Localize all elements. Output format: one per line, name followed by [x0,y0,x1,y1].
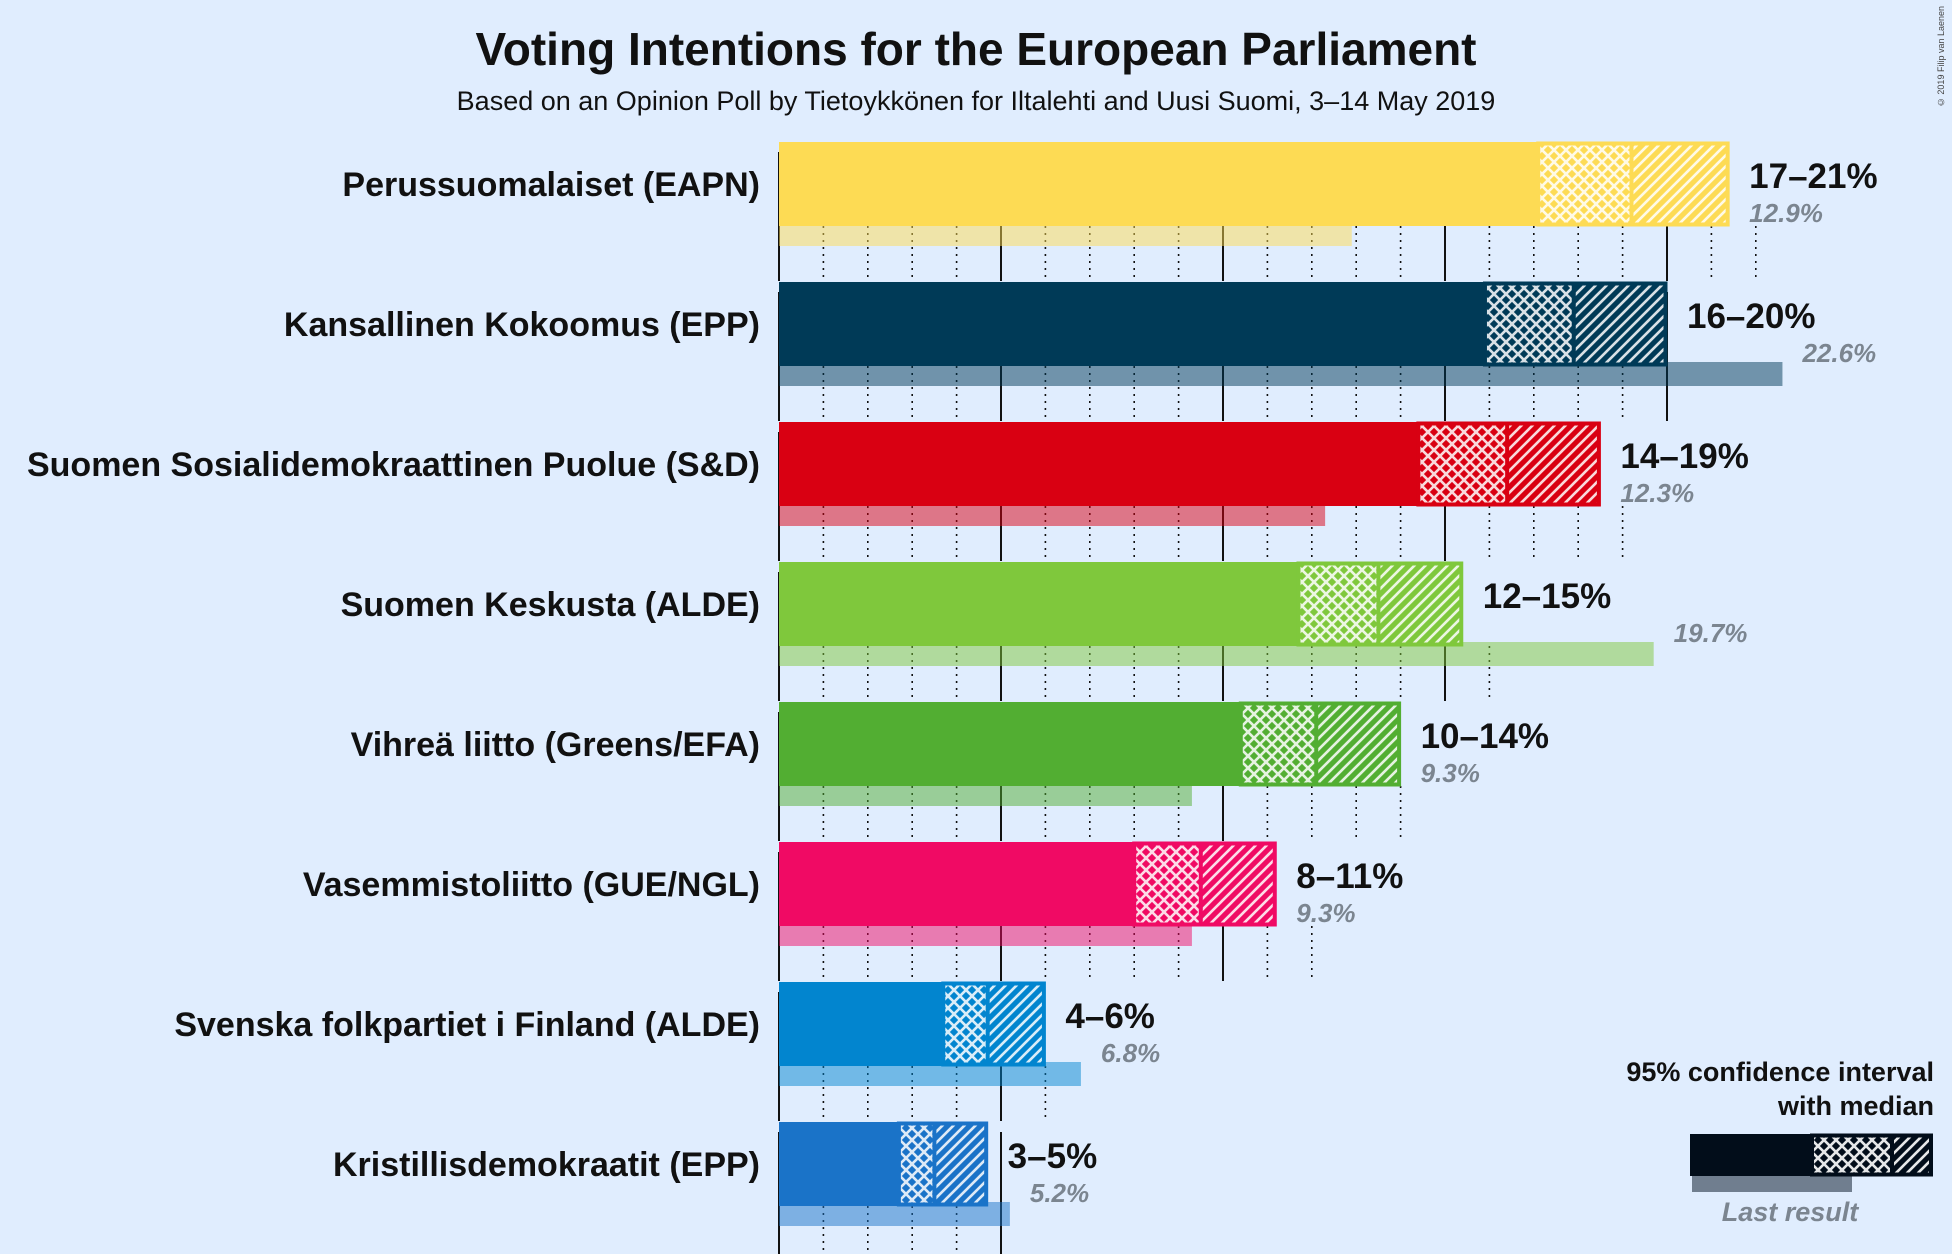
range-label: 4–6% [1065,997,1155,1036]
bar-solid [779,982,944,1066]
last-result-label: 5.2% [1030,1178,1089,1208]
bar-ci-lower-hatch [1134,842,1201,926]
chart-subtitle: Based on an Opinion Poll by Tietoykkönen… [456,86,1496,116]
bar-solid [779,702,1241,786]
party-label: Vasemmistoliitto (GUE/NGL) [303,866,760,904]
range-label: 17–21% [1749,157,1877,196]
last-result-label: 12.3% [1620,478,1694,508]
range-label: 12–15% [1483,577,1611,616]
party-label: Suomen Sosialidemokraattinen Puolue (S&D… [27,446,760,484]
bar-solid [779,842,1135,926]
chart-title: Voting Intentions for the European Parli… [475,23,1477,75]
bar-ci-upper-hatch [934,1122,988,1206]
last-result-label: 12.9% [1749,198,1823,228]
ci-outline [1238,701,1402,787]
party-label: Kansallinen Kokoomus (EPP) [284,306,760,344]
last-result-label: 9.3% [1296,898,1355,928]
range-label: 8–11% [1296,857,1403,896]
legend-last-bar [1692,1172,1852,1192]
legend-ci-lower [1812,1134,1892,1176]
range-label: 3–5% [1008,1137,1098,1176]
party-label: Perussuomalaiset (EAPN) [342,166,760,204]
party-label: Kristillisdemokraatit (EPP) [333,1146,760,1184]
bar-ci-lower-hatch [1298,562,1379,646]
ci-outline [941,981,1046,1067]
bar-solid [779,282,1485,366]
bar-ci-upper-hatch [1378,562,1463,646]
legend-ci-outline [1810,1133,1933,1177]
party-label: Vihreä liitto (Greens/EFA) [351,726,760,764]
bar-ci-upper-hatch [987,982,1046,1066]
bar-solid [779,1122,899,1206]
bar-solid [779,562,1299,646]
bar-solid [779,422,1419,506]
ci-outline [1132,841,1277,927]
bar-ci-lower-hatch [1240,702,1317,786]
bar-ci-lower-hatch [1418,422,1508,506]
last-result-label: 6.8% [1101,1038,1160,1068]
legend-title-line1: 95% confidence interval [1626,1057,1934,1087]
legend-ci-upper [1892,1134,1932,1176]
last-result-label: 9.3% [1421,758,1480,788]
bar-ci-upper-hatch [1316,702,1401,786]
bar-ci-upper-hatch [1631,142,1730,226]
bar-ci-upper-hatch [1573,282,1667,366]
legend-title: 95% confidence interval with median [1534,1055,1934,1123]
bar-ci-lower-hatch [1538,142,1632,226]
bar-solid [779,142,1539,226]
last-result-label: 19.7% [1674,618,1748,648]
legend-swatch [1690,1133,1933,1192]
bar-ci-upper-hatch [1507,422,1601,506]
range-label: 10–14% [1421,717,1549,756]
bar-ci-upper-hatch [1200,842,1277,926]
bar-ci-lower-hatch [898,1122,935,1206]
bar-ci-lower-hatch [943,982,988,1066]
range-label: 14–19% [1620,437,1748,476]
ci-outline [896,1121,989,1207]
bar-ci-lower-hatch [1484,282,1574,366]
legend-last-result: Last result [1721,1197,1859,1227]
legend-title-line2: with median [1777,1091,1934,1121]
bars-group: Perussuomalaiset (EAPN) 17–21%12.9% Kansal… [27,141,1878,1226]
party-label: Suomen Keskusta (ALDE) [341,586,760,624]
party-label: Svenska folkpartiet i Finland (ALDE) [174,1006,760,1044]
last-result-label: 22.6% [1801,338,1876,368]
range-label: 16–20% [1687,297,1815,336]
